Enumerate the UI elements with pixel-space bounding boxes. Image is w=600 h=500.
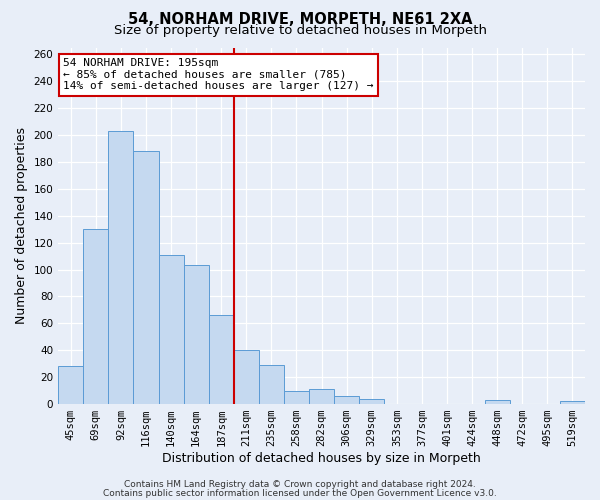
Text: Contains HM Land Registry data © Crown copyright and database right 2024.: Contains HM Land Registry data © Crown c…: [124, 480, 476, 489]
Bar: [284, 390, 309, 404]
Bar: [184, 266, 209, 404]
Text: Contains public sector information licensed under the Open Government Licence v3: Contains public sector information licen…: [103, 488, 497, 498]
Text: Size of property relative to detached houses in Morpeth: Size of property relative to detached ho…: [113, 24, 487, 37]
Bar: [234, 350, 259, 404]
Text: 54 NORHAM DRIVE: 195sqm
← 85% of detached houses are smaller (785)
14% of semi-d: 54 NORHAM DRIVE: 195sqm ← 85% of detache…: [64, 58, 374, 92]
Bar: [133, 151, 158, 404]
Bar: [334, 396, 359, 404]
Bar: [109, 131, 133, 404]
Bar: [309, 390, 334, 404]
Bar: [83, 229, 109, 404]
Bar: [158, 254, 184, 404]
Y-axis label: Number of detached properties: Number of detached properties: [15, 128, 28, 324]
Bar: [485, 400, 510, 404]
Bar: [560, 402, 585, 404]
Bar: [58, 366, 83, 404]
Bar: [259, 365, 284, 404]
X-axis label: Distribution of detached houses by size in Morpeth: Distribution of detached houses by size …: [162, 452, 481, 465]
Text: 54, NORHAM DRIVE, MORPETH, NE61 2XA: 54, NORHAM DRIVE, MORPETH, NE61 2XA: [128, 12, 472, 28]
Bar: [209, 316, 234, 404]
Bar: [359, 398, 385, 404]
